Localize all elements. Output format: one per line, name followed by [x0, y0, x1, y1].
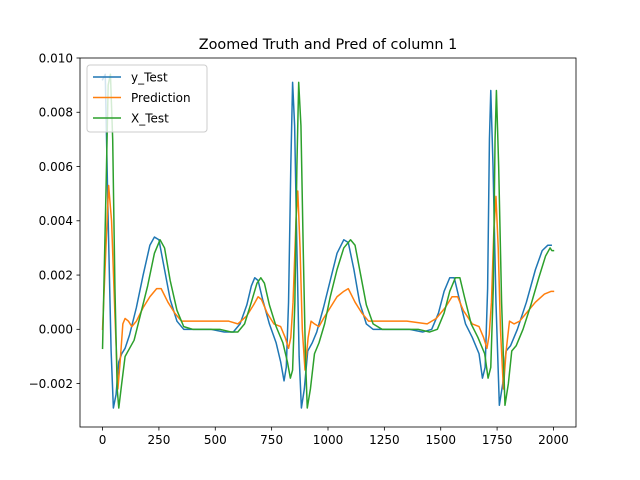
y-tick-label: 0.004	[39, 214, 73, 228]
x-tick-label: 500	[204, 433, 227, 447]
y-tick-label: 0.000	[39, 323, 73, 337]
series-line-y-test	[101, 73, 552, 409]
legend-label: X_Test	[131, 111, 169, 125]
y-tick-label: −0.002	[29, 377, 73, 391]
x-axis: 0 250 500 750 1000 1250 1500 1750 2000	[99, 427, 569, 447]
x-tick-label: 750	[260, 433, 283, 447]
y-axis: −0.002 0.000 0.002 0.004 0.006 0.008 0.010	[29, 51, 80, 391]
x-tick-label: 1250	[369, 433, 400, 447]
x-tick-label: 0	[99, 433, 107, 447]
x-tick-label: 1500	[425, 433, 456, 447]
legend-label: y_Test	[131, 70, 168, 84]
x-tick-label: 2000	[538, 433, 569, 447]
series-line-x-test	[101, 73, 555, 409]
legend: y_Test Prediction X_Test	[86, 64, 208, 133]
x-tick-label: 250	[147, 433, 170, 447]
y-tick-label: 0.002	[39, 268, 73, 282]
legend-label: Prediction	[131, 91, 191, 105]
chart-title: Zoomed Truth and Pred of column 1	[199, 37, 457, 53]
y-tick-label: 0.010	[39, 51, 73, 65]
x-tick-label: 1000	[313, 433, 344, 447]
y-tick-label: 0.008	[39, 106, 73, 120]
y-tick-label: 0.006	[39, 160, 73, 174]
x-tick-label: 1750	[482, 433, 513, 447]
plot-area	[79, 57, 577, 428]
legend-box	[86, 64, 208, 133]
